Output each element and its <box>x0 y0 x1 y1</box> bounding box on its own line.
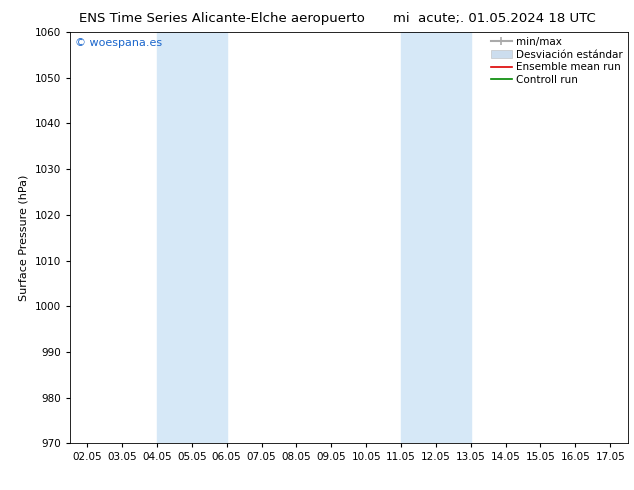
Bar <box>157 32 226 443</box>
Text: mi  acute;. 01.05.2024 18 UTC: mi acute;. 01.05.2024 18 UTC <box>393 12 596 25</box>
Bar <box>401 32 470 443</box>
Legend: min/max, Desviación estándar, Ensemble mean run, Controll run: min/max, Desviación estándar, Ensemble m… <box>488 34 626 88</box>
Text: © woespana.es: © woespana.es <box>75 38 162 48</box>
Text: ENS Time Series Alicante-Elche aeropuerto: ENS Time Series Alicante-Elche aeropuert… <box>79 12 365 25</box>
Y-axis label: Surface Pressure (hPa): Surface Pressure (hPa) <box>19 174 29 301</box>
